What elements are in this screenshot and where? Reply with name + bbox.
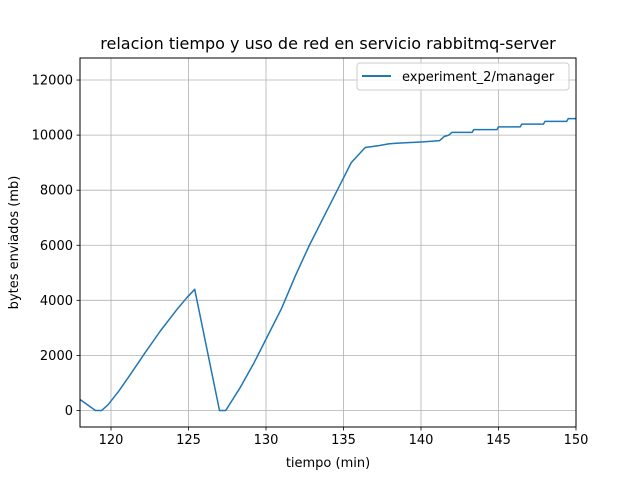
y-tick-label: 12000	[32, 74, 73, 89]
x-tick-label: 120	[99, 433, 124, 448]
y-axis-ticks: 0 2000 4000 6000 8000 10000 12000	[32, 74, 80, 419]
legend-frame	[356, 62, 570, 91]
y-tick-label: 8000	[40, 184, 73, 199]
x-tick-label: 135	[331, 433, 356, 448]
legend: experiment_2/manager	[356, 62, 570, 91]
y-tick-label: 4000	[40, 294, 73, 309]
y-tick-label: 6000	[40, 239, 73, 254]
x-axis-label: tiempo (min)	[286, 456, 370, 471]
grid	[80, 58, 577, 427]
chart-title: relacion tiempo y uso de red en servicio…	[100, 34, 556, 53]
y-tick-label: 0	[65, 404, 73, 419]
x-axis-ticks: 120 125 130 135 140 145 150	[99, 427, 589, 448]
y-tick-label: 10000	[32, 129, 73, 144]
y-axis-label: bytes enviados (mb)	[7, 176, 22, 310]
plot-area-frame	[79, 57, 577, 428]
legend-label: experiment_2/manager	[402, 70, 555, 85]
y-tick-label: 2000	[40, 349, 73, 364]
x-tick-label: 125	[176, 433, 201, 448]
x-tick-label: 130	[254, 433, 279, 448]
x-tick-label: 140	[409, 433, 434, 448]
x-tick-label: 150	[564, 433, 589, 448]
x-tick-label: 145	[486, 433, 511, 448]
series-lines	[79, 117, 576, 412]
series-line-0	[79, 117, 576, 412]
